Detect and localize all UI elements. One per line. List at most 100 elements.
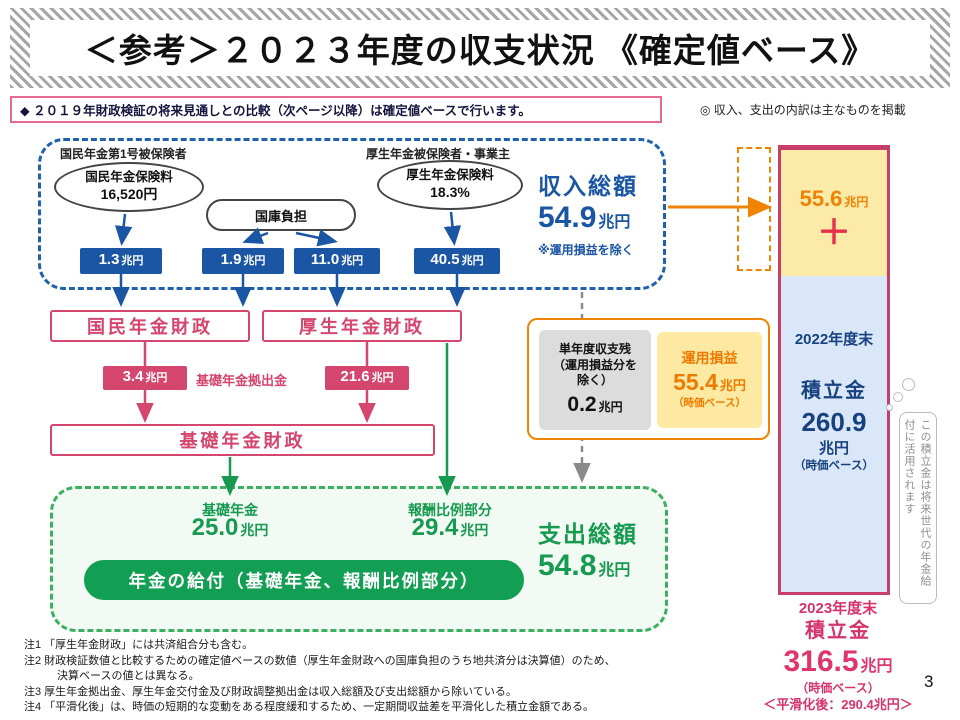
page-title: ＜参考＞２０２３年度の収支状況 《確定値ベース》 bbox=[30, 20, 930, 76]
single-year-label: （運用損益分を bbox=[552, 357, 637, 372]
amount-unit: 兆円 bbox=[860, 658, 893, 675]
market-value-note: （時価ベース） bbox=[796, 681, 880, 695]
basic-pension-value: 25.0 兆円 bbox=[160, 514, 300, 542]
amount-unit: 兆円 bbox=[719, 377, 746, 393]
investment-gain-box: 運用損益 55.4 兆円 （時価ベース） bbox=[657, 332, 762, 428]
breakdown-note: ◎ 収入、支出の内訳は主なものを掲載 bbox=[700, 103, 906, 117]
basic-pension-fund-box: 基礎年金財政 bbox=[50, 424, 435, 456]
comparison-note: ◆ ２０１９年財政検証の将来見通しとの比較（次ページ以降）は確定値ベースで行いま… bbox=[10, 96, 662, 123]
income-total-note: ※運用損益を除く bbox=[538, 242, 634, 257]
amount-unit: 兆円 bbox=[598, 399, 623, 414]
amount-value: 1.3 bbox=[98, 251, 120, 268]
footnote-2: 注2 財政検証数値と比較するための確定値ベースの数値（厚生年金財政への国庫負担の… bbox=[24, 654, 616, 667]
fund-label: 国民年金財政 bbox=[87, 317, 213, 337]
payer2-label: 厚生年金被保険者・事業主 bbox=[366, 147, 511, 161]
balance-group-box: 単年度収支残 （運用損益分を 除く） 0.2 兆円 運用損益 55.4 兆円 （時価… bbox=[527, 318, 770, 440]
bubble-small bbox=[886, 404, 893, 411]
reserve-added-section: 55.6 兆円 ＋ bbox=[781, 150, 887, 276]
amount-value: 11.0 bbox=[310, 251, 340, 268]
benefit-label: 年金の給付（基礎年金、報酬比例部分） bbox=[128, 570, 480, 591]
fund-label: 厚生年金財政 bbox=[299, 317, 425, 337]
expenditure-section-box bbox=[50, 486, 668, 632]
title-banner: ＜参考＞２０２３年度の収支状況 《確定値ベース》 bbox=[10, 8, 950, 88]
national-pension-fund-box: 国民年金財政 bbox=[50, 310, 250, 342]
single-year-balance-box: 単年度収支残 （運用損益分を 除く） 0.2 兆円 bbox=[539, 330, 651, 430]
footnotes: 注1 「厚生年金財政」には共済組合分も含む。 注2 財政検証数値と比較するための… bbox=[24, 638, 692, 716]
expenditure-total-label: 支出総額 bbox=[538, 521, 638, 547]
reserve-side-note: この積立金は将来世代の年金給付に活用されます bbox=[899, 412, 937, 604]
income-amount-2: 1.9 兆円 bbox=[202, 248, 284, 274]
market-value-note: （時価ベース） bbox=[794, 460, 874, 473]
amount-unit: 兆円 bbox=[818, 440, 849, 458]
footnote-2-cont: 決算ベースの値とは異なる。 bbox=[24, 670, 200, 682]
amount-value: 1.9 bbox=[220, 251, 242, 268]
amount-unit: 兆円 bbox=[341, 255, 364, 267]
reserve-2022-section: 2022年度末 積立金 260.9 兆円 （時価ベース） bbox=[781, 276, 887, 592]
income-total: 収入総額 54.9 兆円 ※運用損益を除く bbox=[538, 167, 638, 258]
income-amount-3: 11.0 兆円 bbox=[294, 248, 380, 274]
plus-sign: ＋ bbox=[817, 214, 851, 252]
proportional-label: 報酬比例部分 bbox=[408, 502, 492, 518]
fy2023-label: 2023年度末 bbox=[798, 600, 878, 617]
bubble-medium bbox=[893, 392, 903, 402]
amount-value: 0.2 bbox=[567, 392, 597, 416]
contribution-label: 基礎年金拠出金 bbox=[196, 373, 288, 388]
payer1-label: 国民年金第1号被保険者 bbox=[60, 147, 187, 161]
amount-value: 29.4 bbox=[411, 514, 459, 541]
expenditure-total-value: 54.8 bbox=[538, 549, 597, 582]
proportional-value: 29.4 兆円 bbox=[380, 514, 520, 542]
kousei-contribution-amount: 21.6 兆円 bbox=[325, 366, 409, 390]
reserve-fund-column: 55.6 兆円 ＋ 2022年度末 積立金 260.9 兆円 （時価ベース） bbox=[778, 145, 890, 595]
premium1-value: 16,520円 bbox=[100, 186, 158, 203]
fund-label: 積立金 bbox=[801, 380, 867, 402]
fy2022-label: 2022年度末 bbox=[794, 331, 874, 348]
employee-pension-premium-oval: 厚生年金保険料 18.3% bbox=[377, 160, 523, 210]
reserve-connector-dashed-box bbox=[737, 147, 771, 271]
income-section-box bbox=[38, 138, 666, 290]
amount-value: 316.5 bbox=[783, 645, 859, 678]
amount-unit: 兆円 bbox=[460, 522, 489, 538]
amount-value: 21.6 bbox=[340, 368, 370, 385]
kokumin-contribution-amount: 3.4 兆円 bbox=[103, 366, 187, 390]
employee-pension-fund-box: 厚生年金財政 bbox=[262, 310, 462, 342]
fund-label: 基礎年金財政 bbox=[179, 431, 306, 451]
income-total-label: 収入総額 bbox=[538, 173, 638, 199]
income-amount-1: 1.3 兆円 bbox=[80, 248, 162, 274]
amount-unit: 兆円 bbox=[145, 372, 168, 384]
expenditure-total: 支出総額 54.8 兆円 bbox=[538, 515, 638, 584]
amount-unit: 兆円 bbox=[240, 522, 269, 538]
amount-value: 260.9 bbox=[801, 407, 867, 437]
state-subsidy-oval: 国庫負担 bbox=[206, 199, 356, 231]
amount-value: 55.4 bbox=[673, 368, 718, 395]
premium2-name: 厚生年金保険料 bbox=[406, 168, 494, 183]
footnote-4: 注4 「平滑化後」は、時価の短期的な変動をある程度緩和するため、一定期間収益差を… bbox=[24, 701, 595, 713]
reserve-2023-block: 2023年度末 積立金 316.5 兆円 （時価ベース） ＜平滑化後：290.4兆… bbox=[746, 600, 930, 713]
amount-value: 55.6 bbox=[799, 186, 843, 211]
income-total-unit: 兆円 bbox=[598, 214, 631, 231]
page-number: 3 bbox=[924, 672, 934, 691]
amount-unit: 兆円 bbox=[844, 195, 869, 209]
smoothed-note: ＜平滑化後：290.4兆円＞ bbox=[763, 697, 913, 713]
single-year-label: 単年度収支残 bbox=[558, 341, 631, 356]
expenditure-total-unit: 兆円 bbox=[598, 562, 631, 579]
amount-value: 3.4 bbox=[122, 368, 144, 385]
premium1-name: 国民年金保険料 bbox=[85, 170, 173, 185]
amount-value: 25.0 bbox=[191, 514, 239, 541]
footnote-3: 注3 厚生年金拠出金、厚生年金交付金及び財政調整拠出金は収入総額及び支出総額から… bbox=[24, 685, 517, 698]
single-year-label: 除く） bbox=[576, 373, 613, 388]
bubble-large bbox=[902, 378, 915, 391]
income-total-value: 54.9 bbox=[538, 201, 597, 234]
income-amount-4: 40.5 兆円 bbox=[414, 248, 500, 274]
fund-label: 積立金 bbox=[805, 620, 871, 642]
amount-unit: 兆円 bbox=[461, 255, 484, 267]
premium2-value: 18.3% bbox=[430, 184, 470, 201]
amount-unit: 兆円 bbox=[243, 255, 266, 267]
investment-label: 運用損益 bbox=[681, 350, 738, 367]
amount-unit: 兆円 bbox=[121, 255, 144, 267]
footnote-1: 注1 「厚生年金財政」には共済組合分も含む。 bbox=[24, 639, 254, 651]
subsidy-label: 国庫負担 bbox=[254, 208, 307, 224]
basic-pension-label: 基礎年金 bbox=[202, 502, 258, 518]
amount-unit: 兆円 bbox=[371, 372, 394, 384]
amount-value: 40.5 bbox=[430, 251, 460, 268]
